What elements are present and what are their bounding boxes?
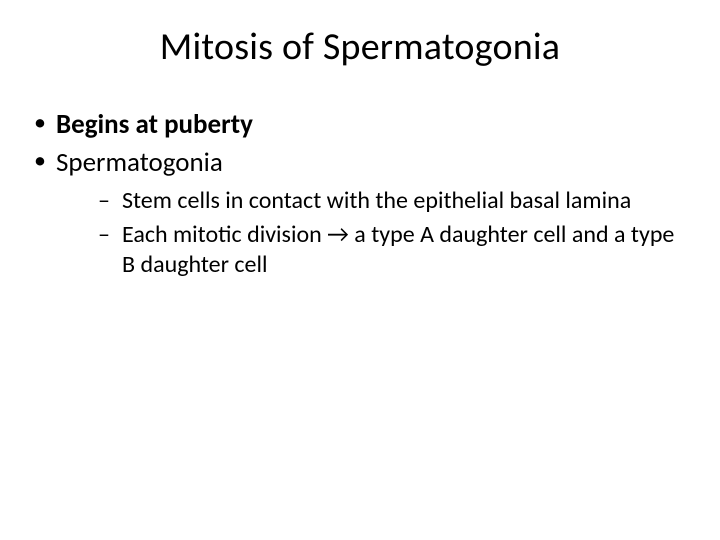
sub-bullet-text: Each mitotic division → a type A daughte… bbox=[122, 220, 674, 279]
bullet-item: Begins at puberty bbox=[30, 108, 690, 142]
slide: Mitosis of Spermatogonia Begins at puber… bbox=[0, 0, 720, 540]
slide-title: Mitosis of Spermatogonia bbox=[30, 24, 690, 70]
bullet-text: Spermatogonia bbox=[56, 146, 223, 179]
sub-bullet-list: Stem cells in contact with the epithelia… bbox=[56, 186, 690, 280]
bullet-item: Spermatogonia Stem cells in contact with… bbox=[30, 146, 690, 280]
bullet-text: Begins at puberty bbox=[56, 108, 253, 141]
sub-bullet-item: Each mitotic division → a type A daughte… bbox=[98, 220, 690, 280]
sub-bullet-text: Stem cells in contact with the epithelia… bbox=[122, 186, 631, 215]
sub-bullet-item: Stem cells in contact with the epithelia… bbox=[98, 186, 690, 216]
bullet-list: Begins at puberty Spermatogonia Stem cel… bbox=[30, 108, 690, 280]
